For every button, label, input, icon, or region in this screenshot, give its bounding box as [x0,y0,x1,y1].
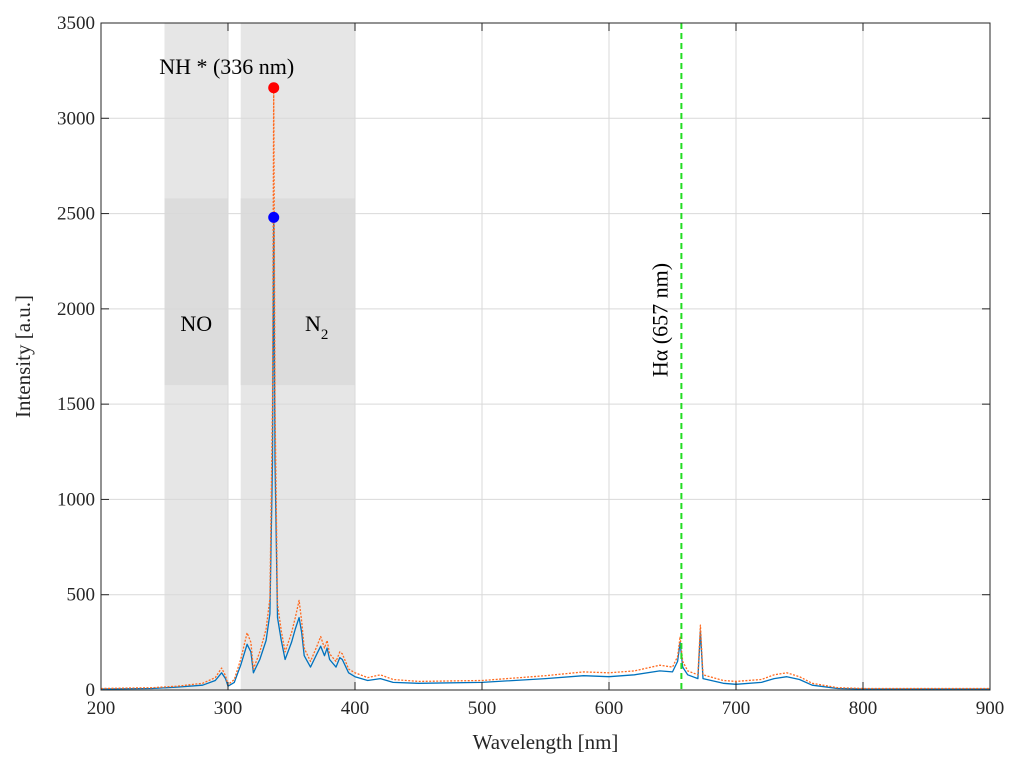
x-tick-label: 900 [976,698,1005,719]
x-axis-title: Wavelength [nm] [473,730,619,754]
y-tick-label: 3500 [57,13,95,34]
series-lines [100,87,990,690]
peak-marker-1 [268,211,280,223]
n2-label-sub: 2 [321,327,329,343]
series-line-0 [100,216,990,690]
no-region-label: NO [180,311,212,336]
x-tick-label: 300 [214,698,243,719]
x-tick-label: 500 [468,698,497,719]
shaded-band-0 [164,198,228,386]
annotations: NH * (336 nm) NO N2 Hα (657 nm) [159,54,672,377]
y-tick-label: 3000 [57,108,95,129]
x-tick-label: 200 [87,698,116,719]
y-axis-title: Intensity [a.u.] [11,295,35,418]
n2-region-label: N2 [305,311,328,343]
y-tick-label: 500 [67,585,96,606]
shaded-band-1 [240,198,355,386]
y-tick-label: 0 [86,680,96,701]
x-tick-label: 800 [849,698,878,719]
series-line-1 [100,87,990,690]
shaded-regions [164,23,355,690]
y-tick-label: 2500 [57,204,95,225]
plot-frame [100,22,991,691]
y-tick-label: 1500 [57,394,95,415]
grid-lines [100,22,991,691]
peak-markers [268,82,280,223]
nh-peak-label: NH * (336 nm) [159,54,294,79]
x-tick-label: 700 [722,698,751,719]
peak-marker-0 [268,82,280,94]
x-tick-label: 400 [341,698,370,719]
axis-ticks: 200 300 400 500 600 700 800 900 0 500 1000 1500 2000… [57,13,1004,719]
x-tick-label: 600 [595,698,624,719]
h-alpha-label: Hα (657 nm) [647,263,672,377]
y-tick-label: 2000 [57,299,95,320]
y-tick-label: 1000 [57,489,95,510]
n2-label-main: N [305,311,321,336]
